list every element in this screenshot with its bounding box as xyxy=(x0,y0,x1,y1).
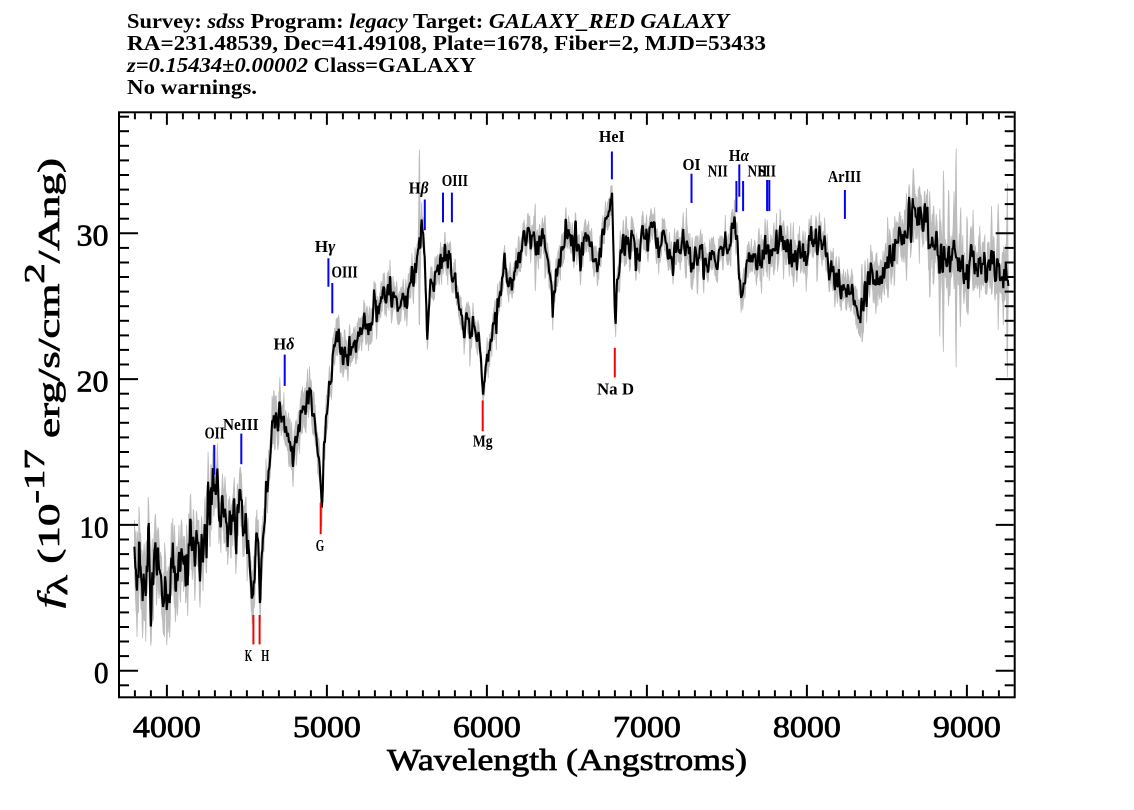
svg-text:SII: SII xyxy=(758,162,776,181)
svg-text:Mg: Mg xyxy=(473,432,493,451)
svg-text:z=0.15434±0.00002 Class=GALAXY: z=0.15434±0.00002 Class=GALAXY xyxy=(126,53,476,77)
svg-text:Hβ: Hβ xyxy=(409,179,429,198)
svg-text:OI: OI xyxy=(683,155,701,174)
svg-text:10: 10 xyxy=(80,510,109,544)
svg-text:RA=231.48539, Dec=41.49108, Pl: RA=231.48539, Dec=41.49108, Plate=1678, … xyxy=(127,31,766,55)
svg-text:8000: 8000 xyxy=(773,710,841,744)
svg-text:H: H xyxy=(261,646,269,665)
svg-text:Hα: Hα xyxy=(729,146,750,165)
svg-text:NeIII: NeIII xyxy=(223,415,259,434)
svg-text:6000: 6000 xyxy=(453,710,521,744)
svg-text:OII: OII xyxy=(205,424,225,443)
svg-text:No warnings.: No warnings. xyxy=(127,75,257,99)
svg-text:20: 20 xyxy=(77,365,109,399)
svg-text:Hγ: Hγ xyxy=(315,237,336,256)
svg-text:5000: 5000 xyxy=(293,710,361,744)
svg-text:4000: 4000 xyxy=(133,710,201,744)
svg-text:fλ (10-17 erg/s/cm2/Ang): fλ (10-17 erg/s/cm2/Ang) xyxy=(20,158,74,608)
svg-text:Survey: sdss Program: legacy T: Survey: sdss Program: legacy Target: GAL… xyxy=(127,9,731,33)
svg-text:NII: NII xyxy=(748,162,768,181)
svg-text:Na D: Na D xyxy=(597,379,634,398)
svg-text:OIII: OIII xyxy=(442,171,468,190)
svg-text:30: 30 xyxy=(77,219,109,253)
svg-text:ArIII: ArIII xyxy=(828,167,861,186)
svg-text:HeI: HeI xyxy=(599,127,625,146)
svg-text:NII: NII xyxy=(708,162,728,181)
svg-text:0: 0 xyxy=(94,656,109,690)
svg-text:Hδ: Hδ xyxy=(274,335,295,354)
svg-text:K: K xyxy=(245,646,253,665)
svg-text:Wavelength (Angstroms): Wavelength (Angstroms) xyxy=(387,742,747,777)
svg-text:7000: 7000 xyxy=(613,710,681,744)
svg-text:OIII: OIII xyxy=(332,262,358,281)
svg-text:G: G xyxy=(316,536,325,555)
svg-text:9000: 9000 xyxy=(933,710,1001,744)
